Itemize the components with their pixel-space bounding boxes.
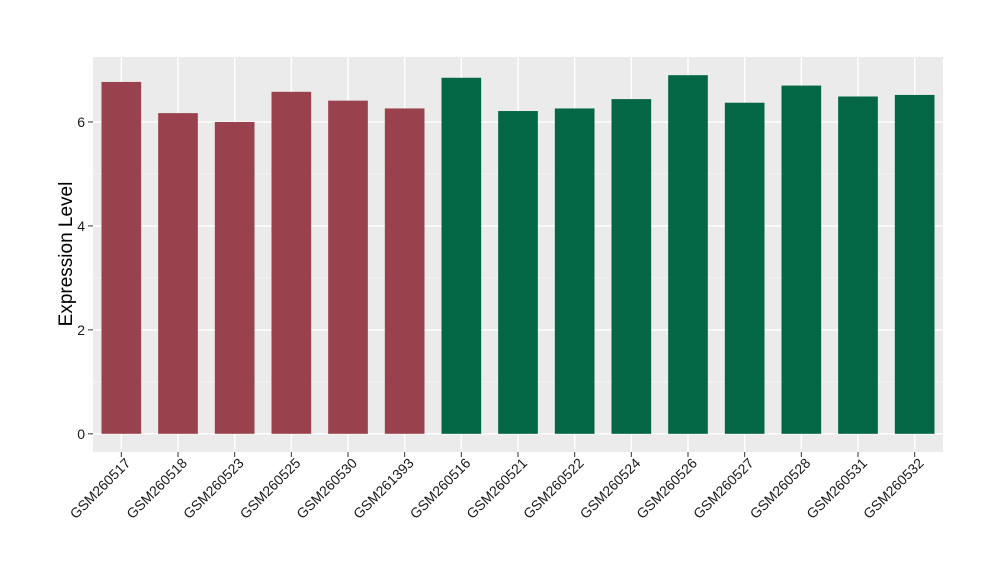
bar-gsm260531: [838, 96, 878, 434]
x-tick-label-gsm260532: GSM260532: [860, 455, 927, 522]
y-axis: 0 2 4 6: [77, 114, 93, 442]
bar-gsm260526: [668, 75, 708, 434]
y-tick-label: 0: [77, 426, 85, 442]
bar-gsm260523: [214, 121, 255, 434]
y-tick-label: 6: [77, 114, 85, 130]
bar-gsm260532: [894, 94, 935, 434]
bar-gsm260530: [328, 100, 368, 434]
x-axis: GSM260517GSM260518GSM260523GSM260525GSM2…: [67, 452, 927, 522]
y-tick-label: 4: [77, 218, 85, 234]
bar-gsm260518: [158, 113, 198, 434]
bar-gsm260522: [554, 108, 595, 434]
y-axis-title: Expression Level: [56, 182, 77, 327]
y-tick-label: 2: [77, 322, 85, 338]
bar-gsm260525: [271, 91, 312, 434]
bars: [101, 75, 935, 434]
bar-gsm260517: [101, 81, 142, 434]
bar-gsm260516: [441, 77, 482, 434]
bar-gsm260521: [498, 111, 538, 434]
bar-gsm261393: [384, 108, 425, 434]
bar-gsm260527: [724, 102, 765, 434]
bar-gsm260524: [611, 99, 652, 434]
bar-gsm260528: [781, 85, 822, 434]
